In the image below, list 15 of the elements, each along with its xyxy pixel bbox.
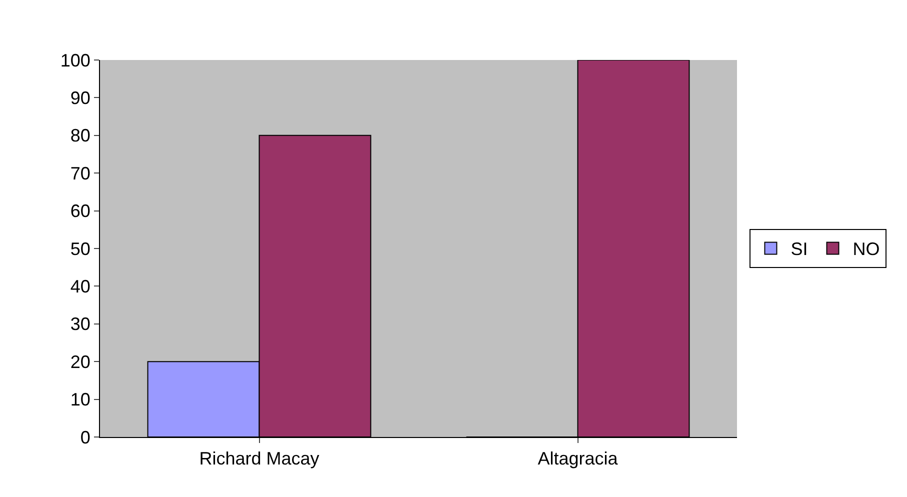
y-tick-label: 50	[70, 238, 90, 259]
y-tick-label: 10	[70, 390, 90, 410]
x-tick-label: Altagracia	[538, 448, 619, 469]
legend-label: SI	[790, 239, 808, 260]
y-tick-label: 70	[70, 163, 90, 184]
y-tick-label: 90	[70, 88, 90, 108]
y-tick-label: 0	[80, 427, 90, 448]
y-tick-label: 30	[70, 314, 90, 334]
y-tick-label: 60	[70, 201, 90, 222]
x-tick-label: Richard Macay	[199, 448, 320, 469]
y-tick-label: 100	[60, 50, 90, 70]
y-tick-label: 40	[70, 276, 90, 296]
legend-label: NO	[852, 239, 880, 260]
y-tick-label: 20	[70, 352, 90, 372]
y-tick-label: 80	[70, 126, 90, 146]
